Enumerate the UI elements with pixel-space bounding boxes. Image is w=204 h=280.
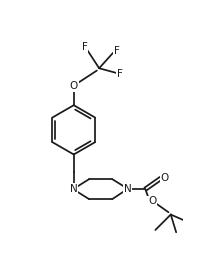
Text: F: F: [82, 43, 88, 52]
Text: F: F: [114, 46, 120, 55]
Text: N: N: [70, 184, 78, 194]
Text: O: O: [148, 197, 156, 206]
Text: O: O: [70, 81, 78, 91]
Text: N: N: [124, 184, 132, 194]
Text: O: O: [161, 173, 169, 183]
Text: F: F: [117, 69, 123, 79]
